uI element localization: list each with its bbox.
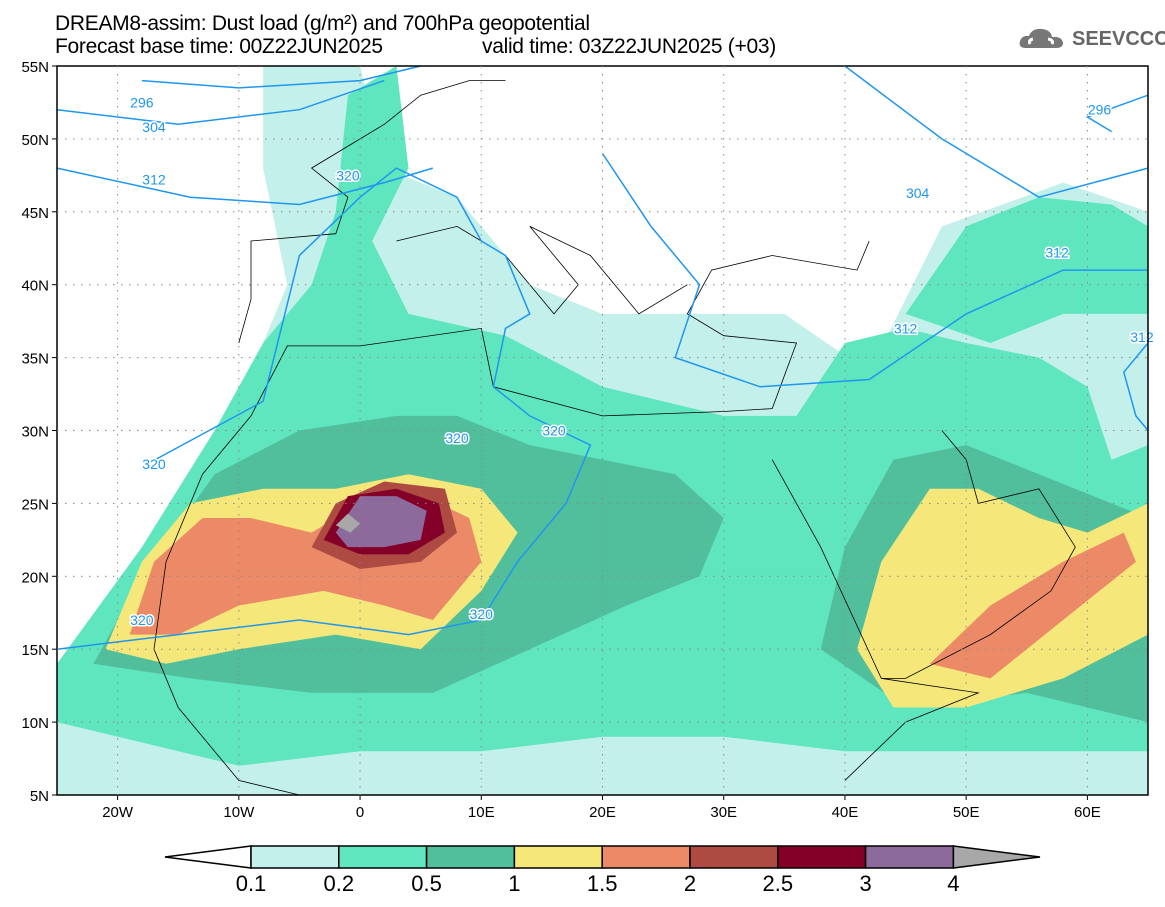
contour-label: 320 [130,612,154,628]
colorbar-swatch [601,845,691,869]
lon-label: 30E [710,804,737,821]
lon-label: 0 [356,804,364,821]
lat-label: 5N [30,788,49,805]
colorbar-tick-label: 2.5 [763,871,794,896]
coastline [238,80,506,344]
colorbar-under-arrow [164,845,252,869]
contour-label: 312 [894,320,918,336]
lat-label: 25N [21,496,49,513]
lon-label: 50E [953,804,980,821]
colorbar-tick-label: 0.1 [236,871,267,896]
colorbar-swatch [425,845,516,869]
geopotential-contour [56,167,592,650]
contour-label: 304 [906,185,930,201]
contour-label: 312 [142,172,166,188]
cloud-icon [1019,28,1063,48]
geopotential-contour [141,65,421,89]
logo-text: SEEVCCC [1072,27,1165,50]
lat-label: 55N [21,59,49,76]
geopotential-contour [56,167,434,206]
lat-label: 30N [21,424,49,441]
contour-label: 320 [470,606,494,622]
lon-label: 40E [832,804,859,821]
colorbar-swatch [689,845,779,869]
lon-label: 20E [589,804,616,821]
contour-label: 312 [1045,245,1069,261]
seevccc-logo: SEEVCCC [1018,26,1165,52]
colorbar-over-arrow [952,845,1041,869]
dust-orange-arabia-region [929,532,1136,679]
lon-label: 10E [468,804,495,821]
colorbar-tick-label: 0.5 [411,871,442,896]
dust-grey-region [335,513,361,533]
dust-purple-region [335,496,427,548]
coastline [153,240,870,650]
contour-label: 296 [1088,102,1112,118]
colorbar-swatch [250,845,340,869]
geopotential-contour [1085,94,1149,133]
colorbar-tick-label: 1 [508,871,520,896]
lon-label: 10W [223,804,255,821]
lat-label: 40N [21,278,49,295]
geopotential-contour [1122,342,1149,431]
contour-label: 320 [336,167,360,183]
colorbar-tick-label: 4 [947,871,959,896]
dust-yellow-arabia-region [857,488,1148,708]
figure-title: DREAM8-assim: Dust load (g/m²) and 700hP… [55,12,590,35]
lat-label: 45N [21,205,49,222]
colorbar-swatch [777,845,867,869]
contour-label: 320 [142,456,166,472]
lon-label: 60E [1074,804,1101,821]
colorbar-swatch [864,845,955,869]
lat-label: 50N [21,132,49,149]
lat-label: 20N [21,569,49,586]
lon-label: 20W [102,804,134,821]
colorbar-tick-label: 0.2 [324,871,355,896]
valid-time: valid time: 03Z22JUN2025 (+03) [482,35,776,58]
coastline [881,430,1076,679]
colorbar-swatch [338,845,428,869]
colorbar-tick-label: 3 [859,871,871,896]
contour-label: 312 [1130,329,1154,345]
contour-label: 320 [445,430,469,446]
lat-label: 10N [21,715,49,732]
lat-label: 15N [21,642,49,659]
colorbar-swatch [513,845,603,869]
geopotential-contour [601,153,1148,388]
contour-label: 304 [142,119,166,135]
geopotential-contour [56,79,385,126]
coastline [771,459,980,781]
colorbar-tick-label: 2 [684,871,696,896]
lat-label: 35N [21,351,49,368]
base-time: Forecast base time: 00Z22JUN2025 [55,35,383,58]
coastline [153,649,300,796]
contour-label: 296 [130,94,154,110]
colorbar-tick-label: 1.5 [587,871,618,896]
geopotential-contour [844,65,1149,199]
